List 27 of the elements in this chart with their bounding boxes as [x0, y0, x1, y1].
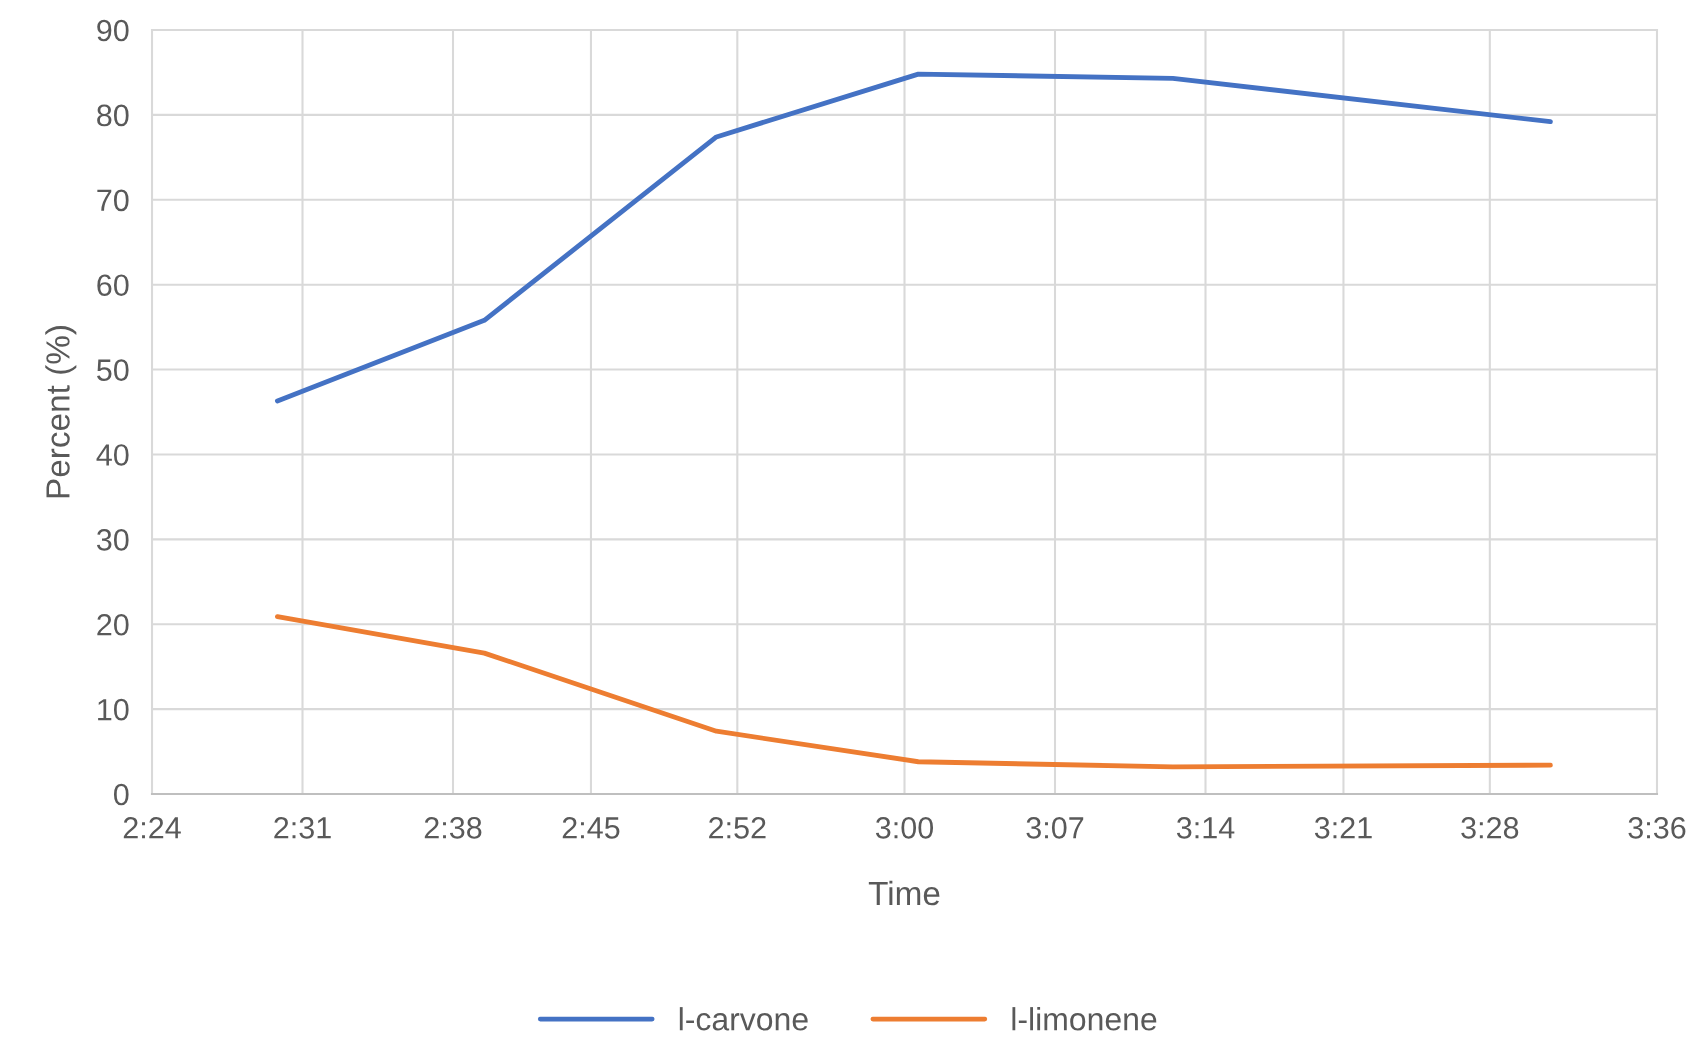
x-tick-label: 2:24	[123, 817, 181, 839]
y-tick-label: 70	[97, 189, 129, 212]
x-tick-label: 3:00	[875, 817, 934, 839]
y-axis-title: Percent (%)	[45, 326, 77, 498]
y-tick-label: 80	[97, 104, 129, 127]
x-axis-title: Time	[868, 880, 940, 906]
x-tick-label: 2:38	[424, 817, 482, 839]
x-tick-label: 3:14	[1176, 817, 1235, 839]
legend-label: l-carvone	[679, 1007, 808, 1031]
y-tick-label: 90	[97, 19, 129, 42]
x-tick-label: 3:28	[1461, 817, 1519, 839]
y-tick-label: 60	[97, 274, 129, 297]
y-tick-label: 40	[96, 444, 129, 466]
line-series	[274, 614, 1553, 770]
x-tick-label: 3:36	[1628, 817, 1686, 839]
x-tick-label: 3:07	[1026, 817, 1084, 839]
legend-label: l-limonene	[1012, 1007, 1157, 1031]
x-tick-label: 2:52	[709, 817, 766, 839]
x-tick-label: 2:31	[274, 817, 331, 839]
y-tick-label: 50	[97, 359, 129, 381]
x-tick-label: 3:21	[1314, 817, 1372, 839]
line-series	[274, 71, 1553, 404]
y-tick-label: 30	[96, 529, 129, 551]
y-tick-label: 0	[113, 783, 129, 806]
x-tick-label: 2:45	[562, 817, 620, 839]
y-tick-label: 20	[97, 613, 129, 636]
y-tick-label: 10	[98, 698, 129, 721]
